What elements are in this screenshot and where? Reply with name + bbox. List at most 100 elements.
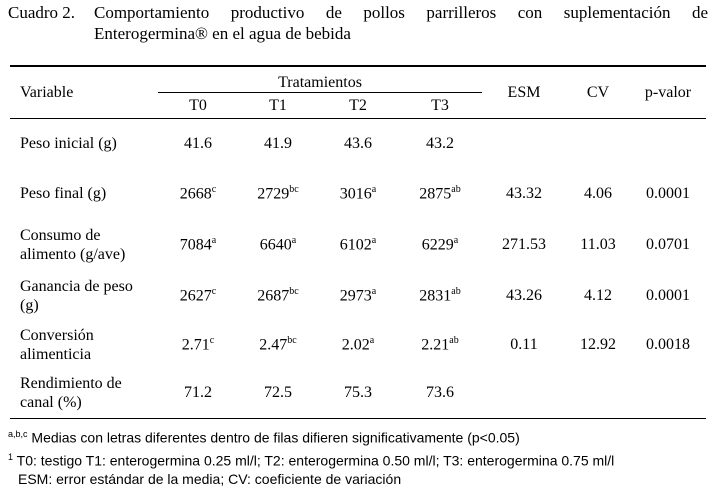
cell-t3: 2875ab [398, 168, 482, 219]
cell-t3: 6229a [398, 219, 482, 271]
results-table: Variable Tratamientos ESM CV p-valor T0 … [10, 65, 706, 419]
cell-p [630, 119, 706, 168]
cell-t1: 6640a [238, 219, 318, 271]
cell-esm [482, 369, 566, 418]
cell-esm: 43.32 [506, 184, 542, 202]
cell-value: 6640 [259, 236, 292, 254]
cell-esm: 0.11 [510, 335, 538, 353]
cell-value: 43.2 [426, 134, 454, 152]
cell-value: 2729 [257, 185, 290, 203]
cell-value: 43.6 [344, 134, 372, 152]
table-row: Peso inicial (g) 41.6 41.9 43.6 43.2 [10, 119, 706, 168]
header-t1: T1 [269, 96, 287, 114]
cell-t2: 6102a [318, 219, 398, 271]
cell-significance-letter: bc [289, 183, 299, 195]
cell-significance-letter: c [209, 334, 215, 346]
note-significance-superscript: a,b,c [8, 429, 28, 439]
cell-value: 6102 [339, 236, 372, 254]
header-variable: Variable [20, 84, 74, 101]
row-variable-label: Conversión alimenticia [10, 320, 158, 369]
cell-t0: 2.71c [158, 320, 238, 369]
cell-t3: 43.2 [398, 119, 482, 168]
row-variable-line-2: (g) [20, 296, 39, 314]
cell-significance-letter: bc [289, 285, 299, 297]
row-variable-line-1: Consumo de [20, 227, 101, 244]
row-variable-line-1: Peso final (g) [20, 185, 107, 202]
cell-value: 2.02 [341, 336, 370, 354]
cell-cv [566, 119, 630, 168]
cell-significance-letter: a [211, 235, 217, 247]
cell-t0: 71.2 [158, 369, 238, 418]
cell-esm [482, 119, 566, 168]
cell-p: 0.0018 [646, 335, 690, 353]
cell-t0: 7084a [158, 219, 238, 271]
header-tratamientos: Tratamientos [158, 67, 482, 93]
table-row: Consumo de alimento (g/ave) 7084a 6640a 6102… [10, 219, 706, 271]
row-variable-line-1: Peso inicial (g) [20, 135, 117, 152]
row-variable-line-2: alimenticia [20, 345, 92, 363]
cell-value: 72.5 [264, 384, 292, 402]
row-variable-label: Peso inicial (g) [10, 119, 158, 168]
cell-significance-letter: a [371, 235, 377, 247]
cell-value: 2.47 [259, 336, 288, 354]
cell-value: 73.6 [426, 384, 454, 402]
header-t2: T2 [349, 96, 367, 114]
header-t0: T0 [189, 96, 207, 114]
cell-significance-letter: a [371, 183, 377, 195]
cell-cv: 4.12 [584, 286, 612, 304]
cell-t1: 72.5 [238, 369, 318, 418]
cell-significance-letter: ab [449, 334, 459, 346]
cell-cv: 4.06 [584, 184, 612, 202]
row-variable-line-2: alimento (g/ave) [20, 246, 126, 263]
cell-significance-letter: bc [287, 334, 297, 346]
cell-t2: 3016a [318, 168, 398, 219]
cell-significance-letter: a [371, 285, 377, 297]
caption-line-1: Comportamiento productivo de pollos parr… [94, 3, 708, 22]
cell-t3: 73.6 [398, 369, 482, 418]
note-significance-text: Medias con letras diferentes dentro de f… [31, 429, 520, 446]
row-variable-label: Peso final (g) [10, 168, 158, 219]
cell-esm: 271.53 [502, 236, 546, 253]
header-pvalue: p-valor [644, 83, 692, 101]
header-t3: T3 [431, 96, 449, 114]
note-treatments-superscript: 1 [8, 451, 14, 462]
note-abbreviations: ESM: error estándar de la media; CV: coe… [18, 471, 402, 488]
cell-value: 2627 [179, 287, 212, 305]
cell-t2: 2973a [318, 271, 398, 320]
cell-significance-letter: a [369, 334, 375, 346]
row-variable-line-2: canal (%) [20, 394, 82, 412]
header-cv: CV [586, 83, 610, 101]
cell-p: 0.0001 [646, 286, 690, 304]
cell-value: 2875 [419, 185, 452, 203]
cell-t3: 2.21ab [398, 320, 482, 369]
cell-t1: 41.9 [238, 119, 318, 168]
cell-p [630, 369, 706, 418]
row-variable-line-1: Conversión [20, 326, 94, 344]
note-treatments: 1 T0: testigo T1: enterogermina 0.25 ml/… [8, 448, 614, 471]
cell-t3: 2831ab [398, 271, 482, 320]
cell-significance-letter: c [211, 183, 217, 195]
cell-value: 3016 [339, 185, 372, 203]
cell-t2: 43.6 [318, 119, 398, 168]
cell-significance-letter: ab [451, 285, 461, 297]
caption-line-2: Enterogermina® en el agua de bebida [94, 24, 351, 43]
row-variable-label: Rendimiento de canal (%) [10, 369, 158, 418]
cell-esm: 43.26 [506, 286, 542, 304]
table-notes: a,b,c Medias con letras diferentes dentr… [8, 425, 614, 489]
cell-t1: 2687bc [238, 271, 318, 320]
cell-value: 2973 [339, 287, 372, 305]
cell-cv [566, 369, 630, 418]
cell-significance-letter: c [211, 285, 217, 297]
cell-value: 75.3 [344, 384, 372, 402]
table-row: Conversión alimenticia 2.71c 2.47bc 2.02a 2.2… [10, 320, 706, 369]
table-row: Rendimiento de canal (%) 71.2 72.5 75.3 73.6 [10, 369, 706, 418]
cell-t2: 2.02a [318, 320, 398, 369]
table-row: Peso final (g) 2668c 2729bc 3016a 2875ab 43.3… [10, 168, 706, 219]
cell-value: 71.2 [184, 384, 212, 402]
row-variable-label: Consumo de alimento (g/ave) [10, 219, 158, 271]
cell-p: 0.0001 [646, 184, 690, 202]
header-esm: ESM [507, 83, 541, 101]
table-row: Ganancia de peso (g) 2627c 2687bc 2973a 2831a… [10, 271, 706, 320]
cell-value: 2.71 [181, 336, 210, 354]
cell-value: 2831 [419, 287, 452, 305]
